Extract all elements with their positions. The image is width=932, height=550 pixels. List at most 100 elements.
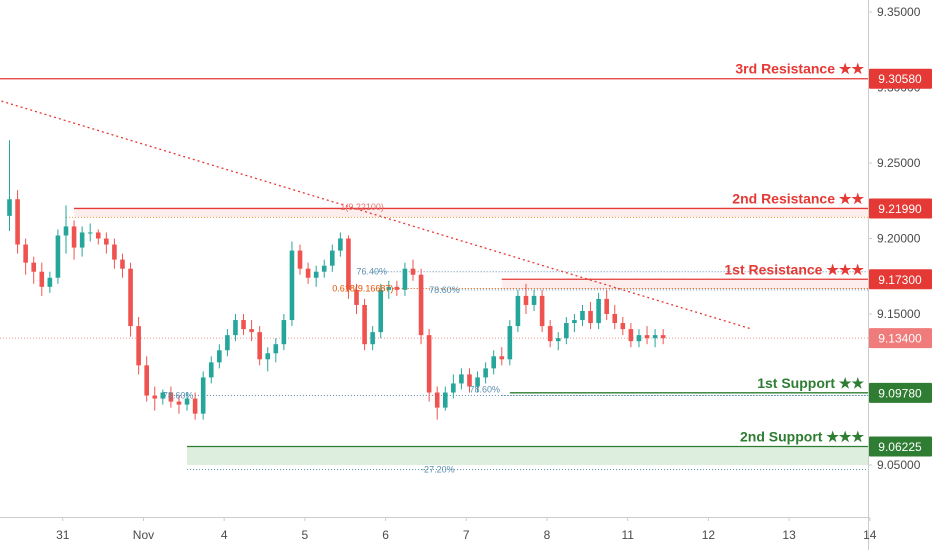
price-tag [869, 68, 932, 89]
candle-body [555, 338, 561, 342]
candle-body [217, 350, 222, 363]
candle-body [321, 265, 327, 272]
candle-body [378, 289, 384, 333]
candle-body [184, 398, 190, 405]
candle-body [660, 335, 666, 339]
candle-body [95, 232, 101, 239]
trendline [1, 100, 753, 330]
candle-body [539, 295, 545, 327]
level-label: 1st Support ★★ [757, 375, 864, 391]
candle-body [63, 226, 69, 236]
x-tick-label: 5 [302, 528, 309, 542]
candle-body [47, 277, 53, 287]
candle-body [515, 295, 521, 327]
candle-body [523, 295, 529, 305]
candle-body [426, 335, 432, 393]
y-tick-label: 9.35000 [877, 5, 921, 19]
candle-body [200, 377, 206, 414]
candle-body [572, 320, 577, 324]
candle-body [418, 274, 424, 336]
candle-body [564, 323, 569, 339]
x-tick-label: 7 [463, 528, 470, 542]
price-tag-label: 9.09780 [878, 386, 922, 400]
x-tick-label: 8 [544, 528, 551, 542]
candle-body [273, 344, 279, 354]
candle-body [71, 226, 77, 248]
candle-body [636, 335, 642, 342]
candle-body [15, 199, 20, 245]
y-tick-label: 9.15000 [877, 307, 921, 321]
candle-body [402, 268, 408, 290]
candle-body [241, 320, 246, 330]
price-tag-label: 9.21990 [878, 202, 922, 216]
candle-body [208, 362, 214, 378]
candle-body [507, 326, 513, 360]
zone-layer [74, 208, 869, 465]
candle-body [289, 250, 295, 321]
candle-body [531, 295, 537, 305]
candle-body [305, 268, 311, 278]
candle-body [128, 268, 133, 327]
candle-body [459, 374, 464, 384]
candle-body [7, 199, 12, 216]
candle-body [31, 262, 37, 272]
candle-body [475, 377, 480, 387]
fib-label: 1(9.22100) [340, 202, 384, 212]
candle-body [87, 232, 93, 234]
candle-body [354, 289, 359, 305]
candle-body [451, 383, 456, 393]
candle-body [160, 392, 166, 399]
candle-body [330, 250, 335, 266]
label-layer: 1(9.22100) 0.618(9.16687) 76.40% 78.60% 78.6… [163, 61, 865, 475]
candle-body [628, 329, 634, 342]
level-zone [187, 446, 869, 465]
candle-body [483, 368, 488, 378]
candle-body [257, 332, 262, 360]
candle-body [467, 374, 472, 387]
candle-body [588, 310, 593, 324]
candle-body [346, 238, 351, 290]
price-tag-label: 9.13400 [878, 332, 922, 346]
fib-label: 78.60% [429, 285, 460, 295]
y-tick-label: 9.20000 [877, 232, 921, 246]
fib-label: 0.618(9.16687) [332, 284, 393, 294]
price-tag [869, 436, 932, 457]
y-tick-label: 9.05000 [877, 458, 921, 472]
candle-body [233, 320, 238, 336]
candle-body [386, 286, 392, 290]
candle-body [313, 271, 319, 278]
candle-body [265, 353, 271, 360]
candle-body [176, 401, 182, 405]
level-zone [74, 208, 868, 218]
price-tag [869, 328, 932, 349]
candle-body [249, 329, 254, 333]
level-label: 2nd Support ★★★ [740, 429, 864, 445]
candle-body [434, 392, 440, 408]
candle-body [120, 259, 125, 269]
fib-label: 76.40% [357, 267, 388, 277]
candle-body [152, 395, 158, 399]
dotted-line-layer [0, 216, 868, 471]
candle-body [79, 232, 85, 248]
fib-label: 78.60% [469, 385, 500, 395]
trendline-layer [1, 100, 753, 330]
price-tag-label: 9.30580 [878, 72, 922, 86]
x-tick-label: 11 [621, 528, 634, 542]
candle-body [370, 332, 375, 345]
level-zone [501, 279, 868, 290]
candle-body [596, 298, 601, 324]
candle-body [652, 335, 658, 339]
candle-body [394, 286, 400, 290]
x-tick-label: Nov [133, 528, 154, 542]
candle-body [39, 271, 45, 287]
candle-body [23, 244, 28, 263]
x-tick-label: 14 [863, 528, 877, 542]
x-tick-label: 6 [382, 528, 389, 542]
price-tag [869, 269, 932, 290]
candle-layer [7, 140, 666, 420]
candle-body [620, 323, 626, 330]
x-tick-label: 13 [782, 528, 796, 542]
